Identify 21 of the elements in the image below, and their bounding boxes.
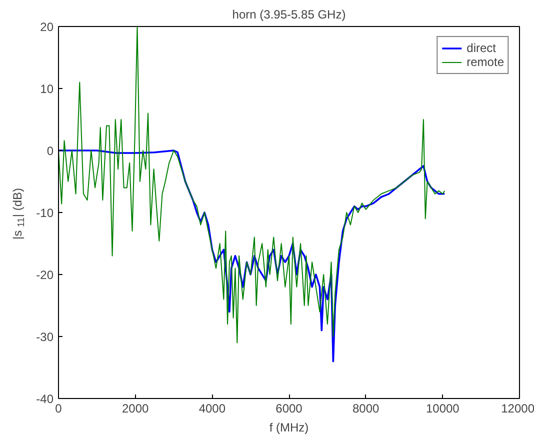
y-tick-label: 10 xyxy=(40,82,54,96)
x-tick-label: 0 xyxy=(55,402,62,416)
x-tick-label: 2000 xyxy=(122,402,150,416)
x-tick-label: 8000 xyxy=(352,402,380,416)
y-tick-label: -40 xyxy=(36,392,54,406)
x-tick-label: 6000 xyxy=(276,402,303,416)
y-tick-label: -30 xyxy=(36,330,54,344)
y-tick-label: -10 xyxy=(36,206,54,220)
x-tick-label: 12000 xyxy=(501,402,534,416)
x-tick-label: 10000 xyxy=(426,402,460,416)
legend-label: remote xyxy=(466,55,504,69)
y-axis-title: |s11| (dB) xyxy=(10,188,26,240)
x-axis-title: f (MHz) xyxy=(269,420,309,434)
x-tick-label: 4000 xyxy=(198,402,226,416)
y-tick-label: -20 xyxy=(36,268,54,282)
y-tick-label: 0 xyxy=(46,144,54,158)
chart-title: horn (3.95-5.85 GHz) xyxy=(232,8,346,22)
legend-label: direct xyxy=(466,41,496,55)
line-series xyxy=(58,150,446,362)
y-tick-label: 20 xyxy=(40,20,54,34)
line-series xyxy=(58,26,446,344)
